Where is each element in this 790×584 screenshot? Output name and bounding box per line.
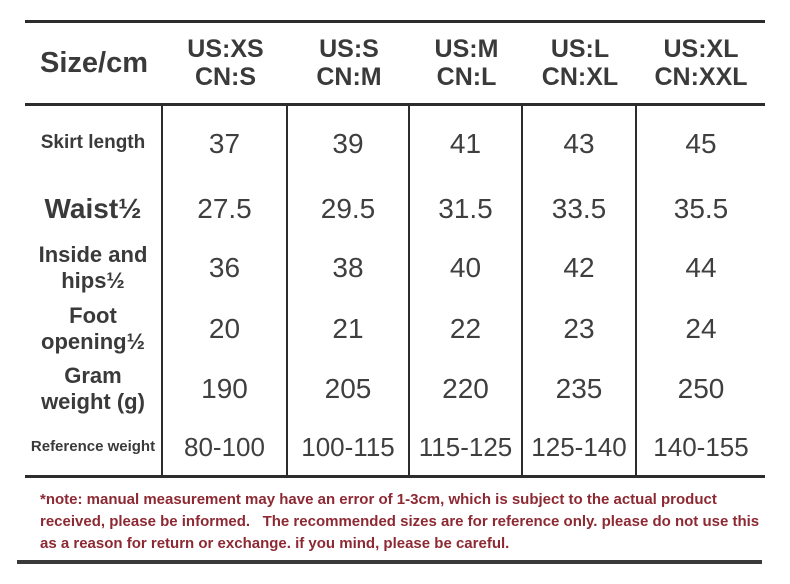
measurement-label: Waist½ bbox=[25, 181, 163, 236]
measurement-label: Skirt length bbox=[25, 106, 163, 181]
us-size-label: US:M bbox=[434, 35, 499, 63]
size-value: 190 bbox=[163, 359, 288, 419]
size-value: 41 bbox=[410, 106, 523, 181]
measurement-label: Inside and hips½ bbox=[25, 236, 163, 299]
us-size-label: US:XS bbox=[187, 35, 264, 63]
size-value: 100-115 bbox=[288, 419, 410, 475]
size-value: 37 bbox=[163, 106, 288, 181]
measurement-label: Gram weight (g) bbox=[25, 359, 163, 419]
size-value: 80-100 bbox=[163, 419, 288, 475]
size-value: 140-155 bbox=[653, 431, 749, 462]
size-column-header: US:XL CN:XXL bbox=[637, 23, 765, 103]
us-size-label: US:S bbox=[319, 35, 379, 63]
size-value: 24 bbox=[685, 313, 717, 344]
size-value: 27.5 bbox=[163, 181, 288, 236]
size-column-header: US:M CN:L bbox=[410, 23, 523, 103]
bottom-rule bbox=[17, 560, 762, 564]
measurement-label: Reference weight bbox=[25, 419, 163, 475]
size-column-header: US:S CN:M bbox=[288, 23, 410, 103]
size-value: 250 bbox=[677, 373, 725, 404]
size-value: 36 bbox=[163, 236, 288, 299]
cn-size-label: CN:L bbox=[436, 63, 497, 91]
size-value: 20 bbox=[163, 299, 288, 359]
size-unit-label: Size/cm bbox=[40, 46, 148, 79]
size-column-header: US:L CN:XL bbox=[523, 23, 637, 103]
size-value: 125-140 bbox=[523, 419, 637, 475]
measurement-label: Foot opening½ bbox=[25, 299, 163, 359]
size-value: 35.5 bbox=[673, 192, 729, 224]
us-size-label: US:L bbox=[550, 35, 610, 63]
size-value: 38 bbox=[288, 236, 410, 299]
us-size-label: US:XL bbox=[663, 35, 739, 63]
cn-size-label: CN:XXL bbox=[654, 63, 748, 91]
size-chart: Size/cm US:XS CN:S US:S CN:M US:M CN:L U… bbox=[25, 20, 765, 478]
size-value: 42 bbox=[523, 236, 637, 299]
measurement-note: *note: manual measurement may have an er… bbox=[40, 491, 760, 552]
size-value: 21 bbox=[288, 299, 410, 359]
cn-size-label: CN:XL bbox=[541, 63, 619, 91]
size-value: 115-125 bbox=[410, 419, 523, 475]
size-value: 205 bbox=[288, 359, 410, 419]
size-value: 39 bbox=[288, 106, 410, 181]
size-value: 45 bbox=[685, 127, 717, 159]
size-value: 220 bbox=[410, 359, 523, 419]
size-value: 33.5 bbox=[523, 181, 637, 236]
size-value: 44 bbox=[685, 251, 717, 283]
cn-size-label: CN:S bbox=[194, 63, 257, 91]
size-value: 29.5 bbox=[288, 181, 410, 236]
size-value: 22 bbox=[410, 299, 523, 359]
size-value: 40 bbox=[410, 236, 523, 299]
size-value: 23 bbox=[523, 299, 637, 359]
size-value: 43 bbox=[523, 106, 637, 181]
cn-size-label: CN:M bbox=[316, 63, 382, 91]
size-value: 31.5 bbox=[410, 181, 523, 236]
size-value: 235 bbox=[523, 359, 637, 419]
header-row: Size/cm US:XS CN:S US:S CN:M US:M CN:L U… bbox=[25, 20, 765, 106]
size-column-header: US:XS CN:S bbox=[163, 23, 288, 103]
body-grid: Skirt length 37 39 41 43 45 Waist½ 27.5 … bbox=[25, 106, 765, 478]
